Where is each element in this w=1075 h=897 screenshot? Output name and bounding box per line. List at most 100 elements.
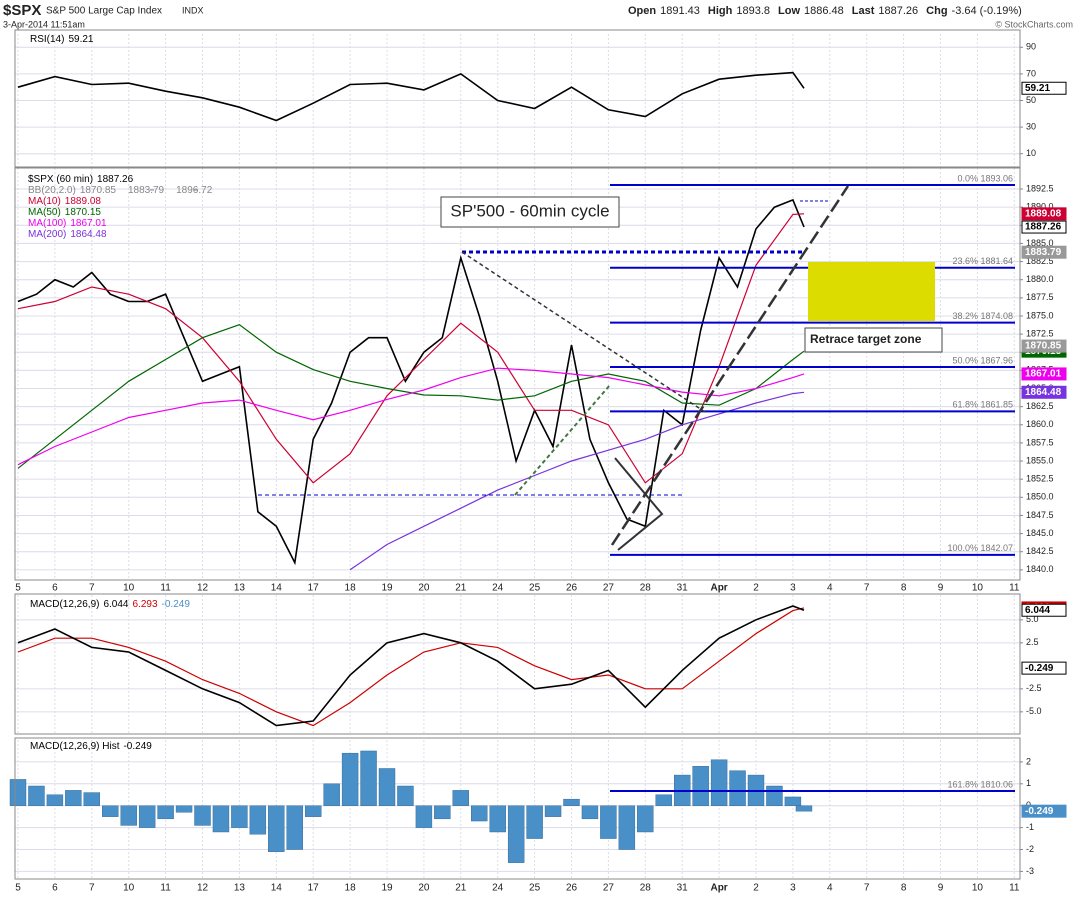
x-tick-label: 2 — [753, 883, 759, 894]
series-line — [17, 605, 805, 727]
text-part: 1886.48 — [804, 5, 844, 17]
x-tick-label: 7 — [89, 583, 95, 594]
x-tick-label: 27 — [603, 883, 615, 894]
text-part: Chg — [926, 5, 947, 17]
hist-bar — [341, 752, 359, 806]
plot-layer: 103050709059.211840.01842.51845.01847.51… — [9, 34, 1067, 894]
trend-up-green — [514, 384, 611, 496]
value-box-label: -0.249 — [1025, 806, 1054, 817]
value-box — [1021, 207, 1067, 221]
hist-bar — [795, 805, 813, 812]
text-part: Open — [628, 5, 656, 17]
x-tick-label: 14 — [271, 883, 283, 894]
x-tick-label: 26 — [566, 583, 578, 594]
fib-label: 100.0% 1842.07 — [947, 543, 1013, 553]
y-tick-label: 1880.0 — [1026, 274, 1054, 284]
value-box-label: 1870.85 — [1025, 341, 1062, 352]
panel-legend: MA(10) 1889.08 — [28, 196, 101, 207]
y-tick-label: 10 — [1026, 148, 1036, 158]
y-tick-label: 1852.5 — [1026, 474, 1054, 484]
value-box — [1021, 603, 1067, 617]
text-part: 1883.79 — [128, 185, 165, 196]
x-tick-label: 18 — [345, 883, 357, 894]
y-tick-label: 1845.0 — [1026, 528, 1054, 538]
y-tick-label: 1875.0 — [1026, 310, 1054, 320]
hist-bar — [102, 805, 119, 817]
text-part: -3.64 — [952, 5, 977, 17]
panel-legend: MACD(12,26,9) Hist -0.249 — [30, 741, 152, 752]
series-line — [349, 391, 805, 571]
panel-legend: MA(100) 1867.01 — [28, 218, 107, 229]
x-tick-label: 11 — [160, 583, 171, 594]
text-part: MACD(12,26,9) — [30, 599, 99, 610]
hist-bar — [600, 805, 617, 839]
datetime: 3-Apr-2014 11:51am — [3, 19, 85, 29]
y-tick-label: 1892.5 — [1026, 183, 1054, 193]
text-part: 59.21 — [68, 34, 93, 45]
x-tick-label: 11 — [1009, 883, 1020, 894]
x-tick-label: 18 — [345, 583, 357, 594]
hist-bar — [434, 805, 451, 820]
value-box — [1021, 220, 1067, 234]
text-part: High — [708, 5, 733, 17]
text-part: Low — [778, 5, 800, 17]
y-tick-label: -5.0 — [1026, 706, 1042, 716]
hist-bar — [655, 794, 672, 806]
hist-bar — [138, 805, 156, 828]
text-part: -0.249 — [162, 599, 191, 610]
y-tick-label: 1842.5 — [1026, 546, 1054, 556]
series-line — [17, 324, 805, 469]
x-tick-label: 4 — [827, 883, 833, 894]
hist-bar — [175, 805, 193, 813]
x-tick-label: 19 — [381, 583, 393, 594]
y-tick-label: 1872.5 — [1026, 328, 1054, 338]
y-tick-label: 1862.5 — [1026, 401, 1054, 411]
text-part: $SPX (60 min) — [28, 174, 93, 185]
text-part: 1887.26 — [97, 174, 134, 185]
hist-bar — [526, 805, 543, 839]
text-part: Last — [852, 5, 875, 17]
x-tick-label: 2 — [753, 583, 759, 594]
x-tick-label: 3 — [790, 883, 796, 894]
panel-legend: MA(50) 1870.15 — [28, 207, 101, 218]
hist-bar — [729, 770, 746, 806]
hist-bar — [323, 783, 340, 806]
x-tick-label: 13 — [234, 583, 246, 594]
x-tick-label: 24 — [492, 883, 504, 894]
value-box-label: 1889.08 — [1025, 208, 1062, 219]
triangle — [614, 457, 664, 551]
text-part: MA(200) — [28, 229, 66, 240]
hist-bar — [157, 805, 174, 820]
x-tick-label: 26 — [566, 883, 578, 894]
x-tick-label: 31 — [677, 883, 689, 894]
text-part: BB(20,2.0) — [28, 185, 76, 196]
y-tick-label: 1860.0 — [1026, 419, 1054, 429]
hist-bar — [397, 785, 414, 806]
hist-bar — [360, 750, 377, 806]
text-part: 1870.15 — [65, 207, 102, 218]
text-part: 1889.08 — [65, 196, 102, 207]
x-tick-label: 11 — [1009, 583, 1020, 594]
x-tick-label: 28 — [640, 883, 652, 894]
y-tick-label: 1 — [1026, 778, 1031, 788]
hist-bar — [194, 805, 211, 826]
x-tick-label: 19 — [381, 883, 393, 894]
symbol: $SPX — [3, 2, 41, 19]
fib-label: 38.2% 1874.08 — [952, 311, 1013, 321]
y-tick-label: 1850.0 — [1026, 492, 1054, 502]
y-tick-label: 1857.5 — [1026, 437, 1054, 447]
hist-bar — [249, 805, 267, 835]
zone-box — [804, 327, 943, 353]
x-tick-label: 17 — [308, 583, 320, 594]
x-tick-label: 28 — [640, 583, 652, 594]
y-tick-label: 1877.5 — [1026, 292, 1054, 302]
series-line — [17, 367, 805, 466]
target-zone — [808, 262, 935, 321]
x-tick-label: 9 — [938, 883, 944, 894]
y-tick-label: 1882.5 — [1026, 256, 1054, 266]
hist-bar — [563, 798, 580, 806]
y-tick-label: 2 — [1026, 756, 1031, 766]
trend-up — [610, 185, 850, 546]
x-tick-label: 20 — [418, 883, 430, 894]
x-tick-label: 25 — [529, 583, 541, 594]
